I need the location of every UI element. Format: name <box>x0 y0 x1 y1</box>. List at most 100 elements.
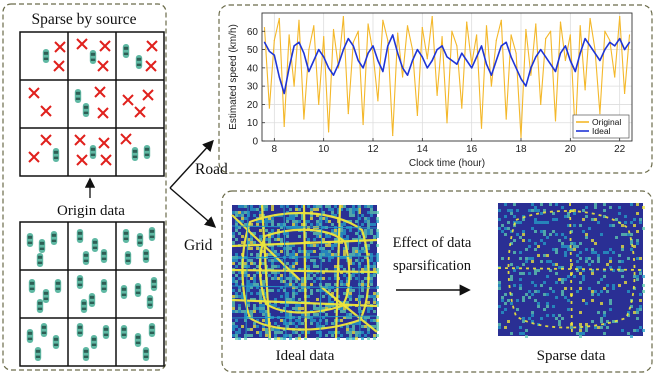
data-point-original <box>367 23 369 25</box>
sparse-grid <box>19 31 165 177</box>
data-point-ideal <box>540 48 542 51</box>
data-point-ideal <box>589 45 591 47</box>
data-point-original <box>614 76 616 78</box>
data-point-original <box>362 123 364 126</box>
car-icon <box>131 147 139 161</box>
data-point-original <box>372 52 374 54</box>
data-point-original <box>476 34 478 36</box>
x-tick-label: 16 <box>466 144 478 155</box>
cross-icon <box>28 87 40 99</box>
data-point-original <box>559 21 562 23</box>
plot-frame <box>261 12 633 142</box>
data-point-ideal <box>441 45 443 47</box>
data-point-original <box>515 52 517 54</box>
data-point-original <box>520 136 522 138</box>
cross-icon <box>76 154 88 166</box>
data-point-original <box>357 30 359 32</box>
data-point-ideal <box>273 54 275 56</box>
cross-icon <box>76 38 88 50</box>
data-point-original <box>535 23 537 25</box>
data-point-original <box>263 27 266 29</box>
data-point-original <box>268 107 270 109</box>
cross-icon <box>54 41 66 53</box>
data-point-original <box>628 34 631 36</box>
data-point-original <box>347 112 349 115</box>
data-point-ideal <box>328 67 330 69</box>
data-point-ideal <box>599 59 601 62</box>
x-tick-label: 12 <box>367 144 379 155</box>
cross-icon <box>145 60 157 72</box>
cross-icon <box>99 40 111 52</box>
data-point-original <box>313 25 315 27</box>
road-chart: 8 10 12 14 16 18 20 22 0 10 20 30 40 50 60 Clock time (… <box>228 12 633 169</box>
data-point-ideal <box>323 56 325 58</box>
data-point-ideal <box>352 45 354 47</box>
data-point-original <box>328 131 330 133</box>
y-tick-label: 60 <box>247 27 259 38</box>
data-point-ideal <box>520 78 522 80</box>
data-point-ideal <box>332 74 335 76</box>
data-point-ideal <box>283 92 285 95</box>
data-point-ideal <box>451 59 453 62</box>
data-point-ideal <box>466 59 468 62</box>
cross-icon <box>142 89 154 101</box>
data-point-original <box>402 76 404 78</box>
data-point-ideal <box>411 59 414 62</box>
legend-label: Original <box>592 117 621 127</box>
data-point-original <box>495 39 497 42</box>
legend-box <box>572 114 630 139</box>
data-point-original <box>431 16 433 18</box>
data-point-ideal <box>387 45 389 47</box>
data-point-original <box>461 107 463 109</box>
data-point-original <box>421 27 423 29</box>
data-point-original <box>624 92 626 95</box>
legend-label: Ideal <box>592 126 611 136</box>
data-point-original <box>426 58 428 60</box>
data-point-ideal <box>342 48 344 51</box>
ideal-data-label: Ideal data <box>276 348 335 364</box>
data-point-ideal <box>574 70 576 73</box>
left-panel: Sparse by source <box>2 3 167 371</box>
data-point-original <box>604 30 606 32</box>
data-point-original <box>446 122 448 124</box>
y-tick-label: 40 <box>247 63 259 74</box>
data-point-original <box>609 39 611 42</box>
data-point-original <box>303 118 305 120</box>
data-point-original <box>579 25 581 27</box>
data-point-original <box>278 17 280 20</box>
x-tick-label: 8 <box>272 144 278 155</box>
cross-icon <box>134 106 146 118</box>
data-point-original <box>471 63 473 65</box>
data-point-ideal <box>535 56 537 58</box>
data-point-ideal <box>431 59 433 62</box>
data-point-ideal <box>278 76 280 78</box>
data-point-ideal <box>367 52 369 54</box>
data-point-original <box>323 36 325 38</box>
data-point-original <box>466 21 468 23</box>
data-point-original <box>564 59 567 62</box>
data-point-ideal <box>456 63 458 65</box>
data-point-ideal <box>421 56 423 58</box>
data-point-ideal <box>564 45 567 47</box>
data-point-ideal <box>495 59 497 62</box>
x-tick-label: 20 <box>565 144 577 155</box>
data-point-ideal <box>525 85 527 87</box>
data-point-ideal <box>308 70 310 73</box>
ideal-heatmap <box>231 204 379 340</box>
left-panel-border <box>2 3 167 371</box>
data-point-ideal <box>313 59 315 62</box>
origin-grid <box>19 221 165 367</box>
car-icon <box>74 89 82 103</box>
data-point-ideal <box>416 48 418 51</box>
data-point-ideal <box>288 67 290 69</box>
car-icon <box>135 55 143 69</box>
data-point-original <box>510 34 512 36</box>
data-point-original <box>505 118 507 120</box>
data-point-ideal <box>436 48 438 51</box>
data-point-ideal <box>545 56 547 58</box>
y-tick-label: 50 <box>247 45 259 56</box>
data-point-ideal <box>377 59 379 62</box>
data-point-ideal <box>293 45 295 47</box>
data-point-ideal <box>554 70 557 73</box>
